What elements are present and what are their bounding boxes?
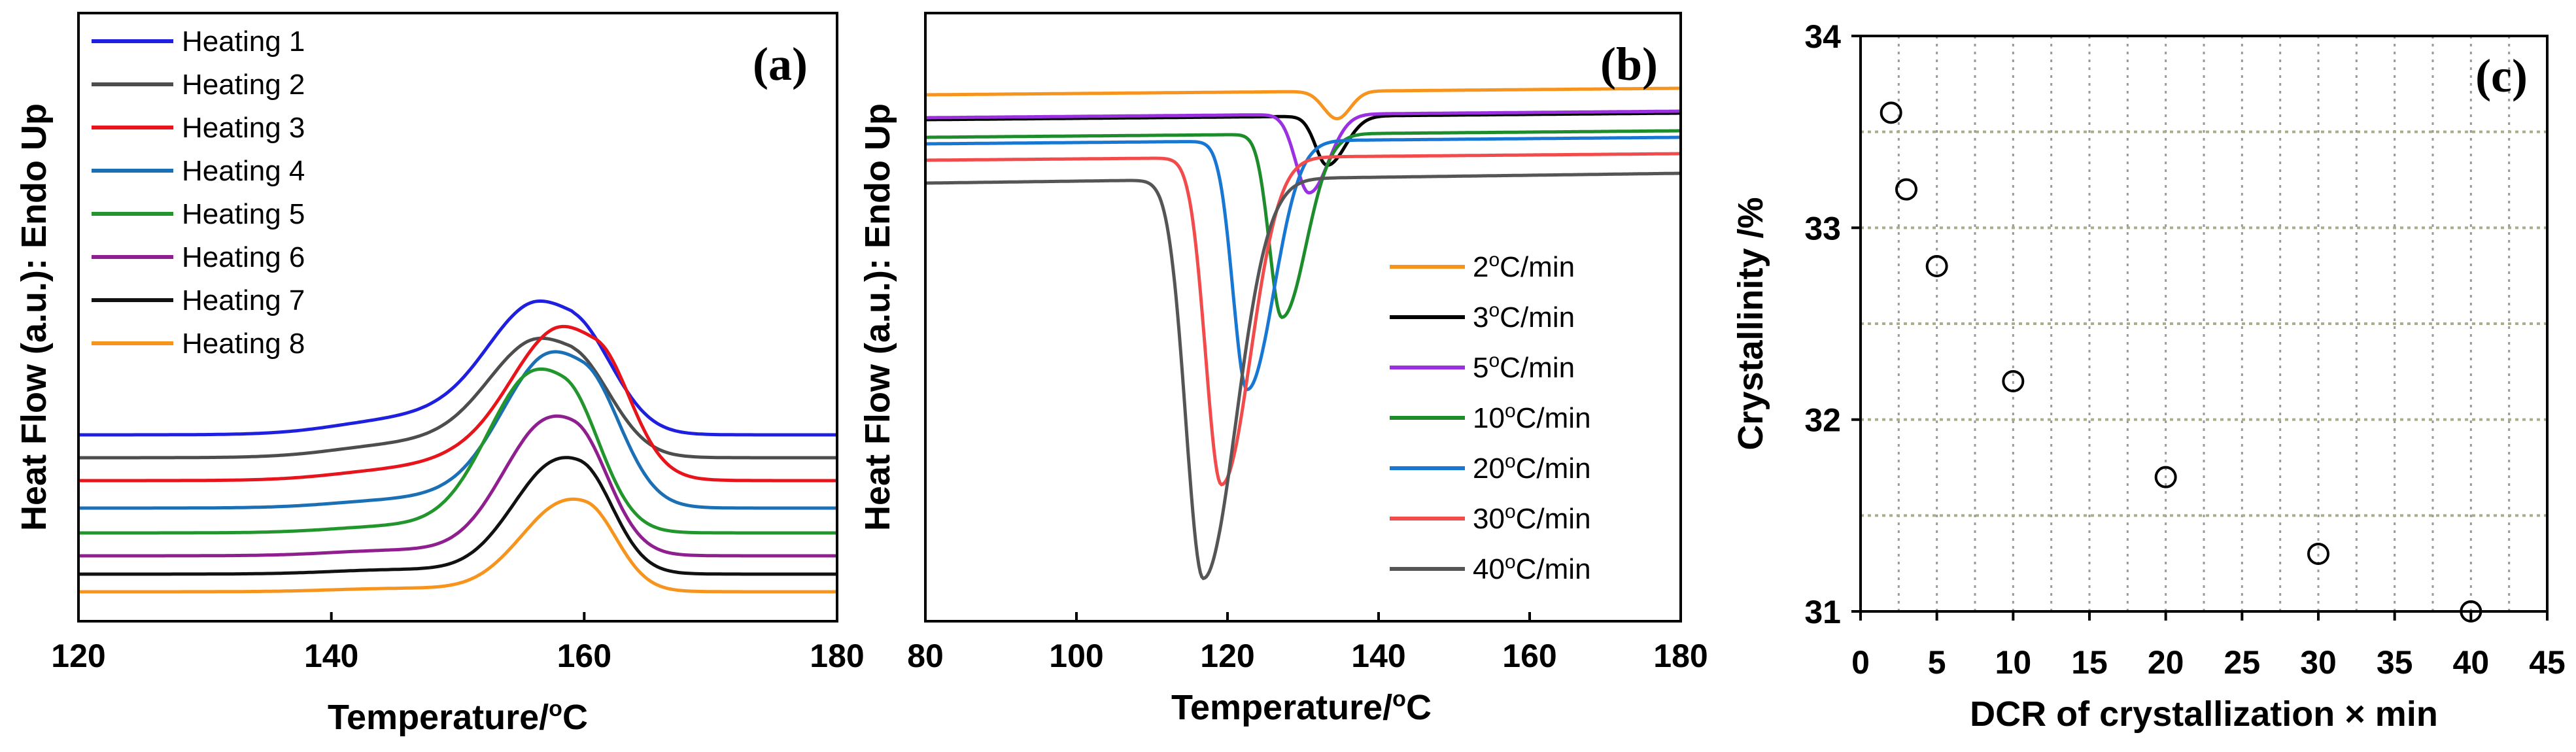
panel-a-series-line — [78, 350, 837, 510]
panel-c-data-point — [2154, 466, 2177, 488]
panel-b-x-tick-label: 80 — [907, 638, 944, 674]
panel-a-series-line — [78, 299, 837, 437]
panel-b-legend-label: 10oC/min — [1473, 400, 1591, 434]
panel-c-y-axis-label: Crystallinity /% — [1731, 197, 1770, 450]
panel-c-x-ticks: 0 5 10 15 20 25 30 35 40 45 — [1851, 611, 2566, 681]
panel-c-x-axis-label: DCR of crystallization × min — [1970, 694, 2438, 734]
panel-c-data-point — [2460, 600, 2482, 623]
panel-b-plot-frame — [924, 12, 1682, 623]
panel-a-series-line — [78, 456, 837, 576]
panel-c-x-tick-label: 25 — [2224, 644, 2261, 681]
panel-a-letter: (a) — [753, 38, 808, 90]
panel-b-y-axis-label: Heat Flow (a.u.): Endo Up — [858, 103, 897, 531]
panel-b-legend-label: 5oC/min — [1473, 350, 1575, 384]
panel-c-x-tick-label: 10 — [1995, 644, 2032, 681]
panel-a-series-line — [78, 497, 837, 594]
panel-a-legend-label: Heating 1 — [182, 26, 305, 58]
panel-a-series-line — [78, 324, 837, 483]
panel-a-legend-label: Heating 7 — [182, 284, 305, 316]
panel-b-series-line — [925, 109, 1681, 195]
panel-c-x-tick-label: 0 — [1851, 644, 1870, 681]
panel-b-x-tick-label: 100 — [1049, 638, 1103, 674]
panel-c-y-tick-label: 34 — [1804, 18, 1841, 55]
panel-b-series-line — [925, 152, 1681, 487]
panel-c-data-point — [1895, 178, 1917, 201]
panel-c-x-tick-label: 20 — [2148, 644, 2184, 681]
panel-a-legend-label: Heating 6 — [182, 241, 305, 273]
panel-b-x-tick-label: 180 — [1653, 638, 1708, 674]
panel-b-x-tick-label: 140 — [1351, 638, 1405, 674]
panel-c-data-point — [1880, 101, 1902, 124]
panel-b-legend-label: 40oC/min — [1473, 551, 1591, 585]
panel-a-x-ticks: 120 140 160 180 — [51, 612, 865, 674]
panel-a-x-tick-label: 180 — [810, 638, 864, 674]
panel-b-legend-label: 3oC/min — [1473, 299, 1575, 333]
panel-c-x-tick-label: 30 — [2300, 644, 2337, 681]
panel-b-legend-label: 30oC/min — [1473, 501, 1591, 535]
panel-a-y-axis-label: Heat Flow (a.u.): Endo Up — [14, 103, 54, 531]
panel-a-series-line — [78, 336, 837, 460]
panel-c-plot-frame — [1859, 35, 2549, 613]
panel-c-x-tick-label: 15 — [2071, 644, 2108, 681]
panel-c-crystallinity-scatter: 0 5 10 15 20 25 30 35 40 45 31 32 33 34 DCR of cryst… — [1731, 18, 2566, 734]
panel-b-x-tick-label: 120 — [1200, 638, 1254, 674]
panel-c-y-tick-label: 33 — [1804, 210, 1841, 247]
panel-b-cooling-curves: 80 100 120 140 160 180 Temperature/oC Heat Fl… — [858, 12, 1708, 727]
panel-b-curves — [925, 86, 1681, 581]
panel-a-curves — [78, 299, 837, 594]
panel-a-series-line — [78, 367, 837, 535]
panel-a-x-axis-label: Temperature/oC — [328, 696, 588, 737]
panel-a-legend: Heating 1 Heating 2 Heating 3 Heating 4 Heat… — [92, 26, 305, 360]
panel-c-data-point — [2307, 543, 2329, 565]
panel-b-legend-label: 20oC/min — [1473, 451, 1591, 485]
panel-a-x-tick-label: 140 — [304, 638, 358, 674]
panel-b-x-ticks: 80 100 120 140 160 180 — [907, 612, 1708, 674]
panel-c-x-tick-label: 45 — [2529, 644, 2566, 681]
panel-a-legend-label: Heating 4 — [182, 155, 305, 187]
panel-c-x-tick-label: 40 — [2453, 644, 2490, 681]
panel-a-x-tick-label: 120 — [51, 638, 105, 674]
panel-b-series-line — [925, 171, 1681, 581]
panel-a-heating-curves: 120 140 160 180 Temperature/oC Heat Flow (a… — [14, 12, 865, 737]
panel-c-x-tick-label: 35 — [2377, 644, 2413, 681]
panel-b-series-line — [925, 86, 1681, 120]
panel-b-x-axis-label: Temperature/oC — [1171, 687, 1432, 727]
panel-c-y-tick-label: 31 — [1804, 594, 1841, 630]
panel-c-data-point — [1925, 255, 1948, 277]
panel-a-legend-label: Heating 5 — [182, 198, 305, 230]
panel-c-x-tick-label: 5 — [1928, 644, 1946, 681]
panel-c-y-tick-label: 32 — [1804, 402, 1841, 439]
panel-b-series-line — [925, 111, 1681, 167]
panel-a-series-line — [78, 414, 837, 558]
panel-a-legend-label: Heating 3 — [182, 112, 305, 144]
panel-a-plot-frame — [77, 12, 838, 623]
panel-c-grid — [1861, 36, 2547, 611]
panel-b-x-tick-label: 160 — [1502, 638, 1556, 674]
panel-c-letter: (c) — [2475, 50, 2528, 102]
panel-a-legend-label: Heating 2 — [182, 69, 305, 101]
panel-b-legend-label: 2oC/min — [1473, 249, 1575, 283]
panel-a-x-tick-label: 160 — [557, 638, 611, 674]
panel-b-series-line — [925, 135, 1681, 392]
panel-c-data-point — [2002, 370, 2025, 392]
panel-c-y-ticks: 31 32 33 34 — [1804, 18, 1861, 630]
panel-c-points — [1880, 101, 2482, 623]
panel-a-legend-label: Heating 8 — [182, 328, 305, 360]
panel-b-series-line — [925, 129, 1681, 320]
panel-b-legend: 2oC/min 3oC/min 5oC/min 10oC/min 20oC/min 30o… — [1390, 249, 1591, 585]
panel-b-letter: (b) — [1600, 38, 1658, 90]
